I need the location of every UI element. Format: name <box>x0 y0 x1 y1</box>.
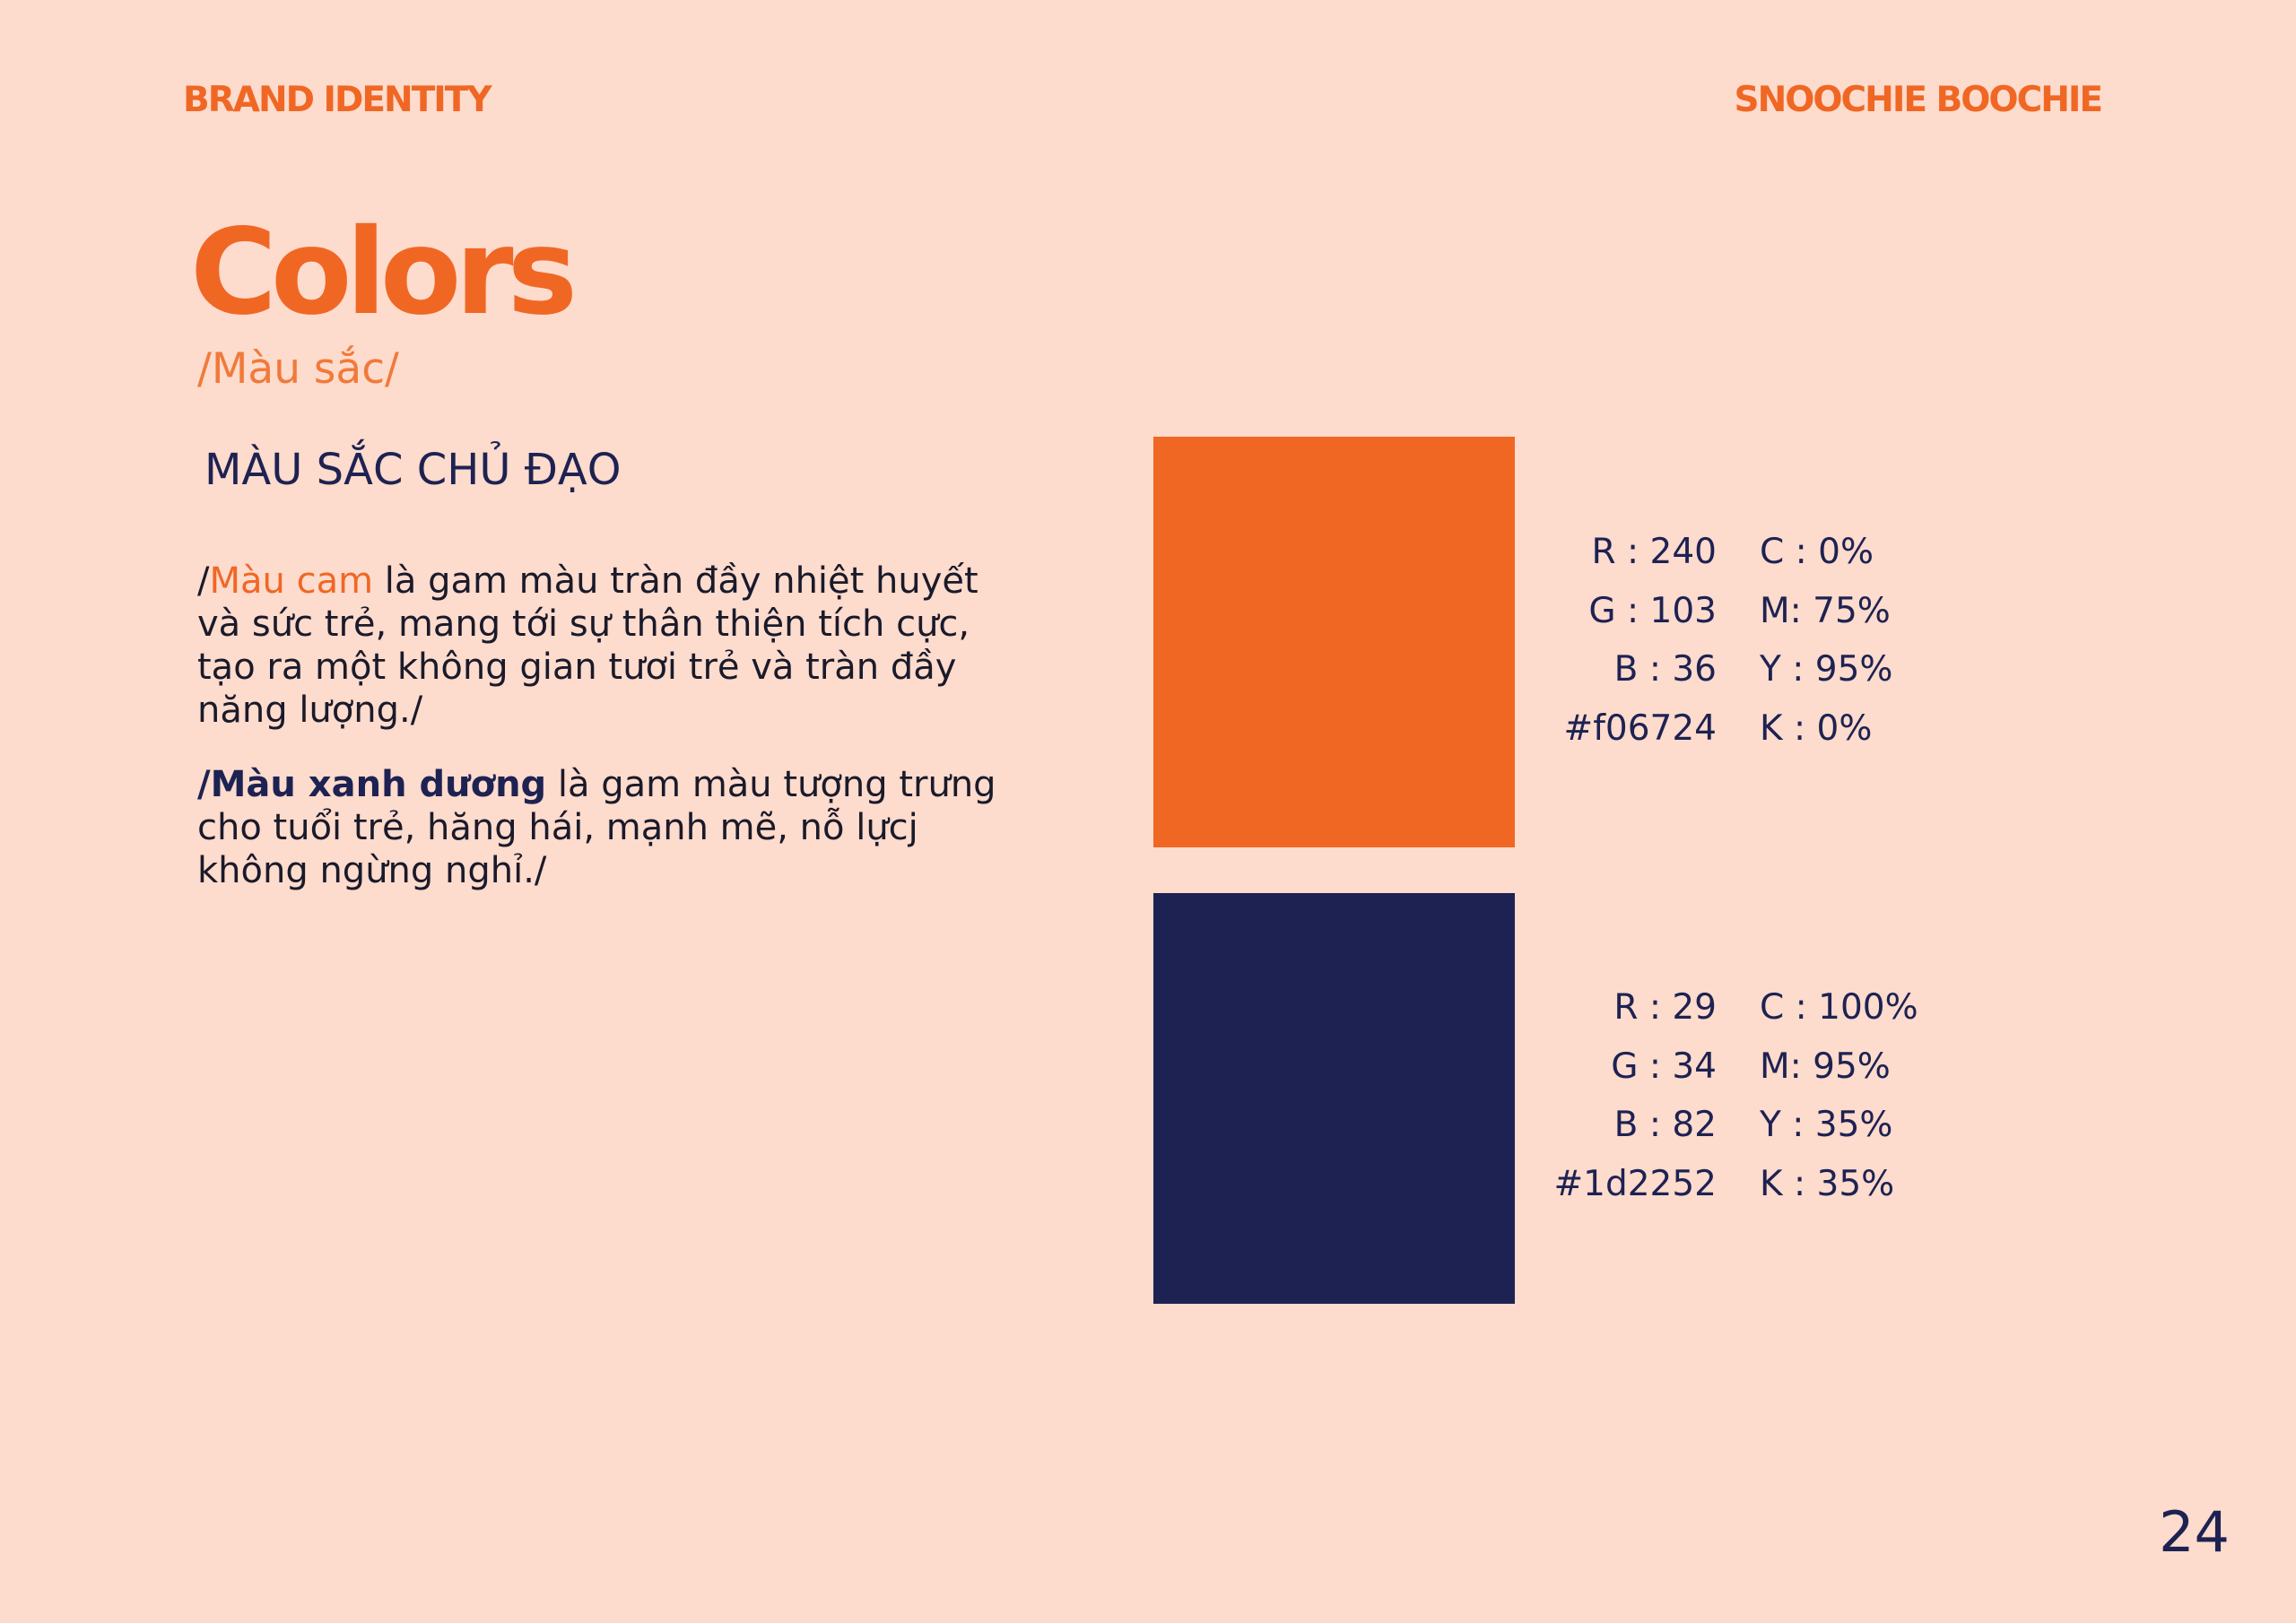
page-subtitle: /Màu sắc/ <box>197 344 399 394</box>
navy-k-value: K : 35% <box>1760 1163 1895 1204</box>
orange-y-value: Y : 95% <box>1760 649 1893 690</box>
blue-description-text: là gam màu tượng trưng cho tuổi trẻ, hăn… <box>197 764 996 891</box>
navy-r-value: R : 29 <box>1613 987 1717 1028</box>
navy-y-value: Y : 35% <box>1760 1105 1893 1145</box>
orange-color-name: Màu cam <box>209 560 374 602</box>
orange-m-value: M: 75% <box>1760 590 1891 631</box>
header-brand-identity: BRAND IDENTITY <box>183 80 492 120</box>
navy-cmyk-values: C : 100% M: 95% Y : 35% K : 35% <box>1760 978 1918 1213</box>
navy-b-value: B : 82 <box>1613 1105 1717 1145</box>
orange-c-value: C : 0% <box>1760 532 1874 572</box>
navy-color-swatch <box>1153 893 1515 1304</box>
blue-color-name: Màu xanh dương <box>210 764 547 805</box>
orange-b-value: B : 36 <box>1613 649 1717 690</box>
orange-description-text: là gam màu tràn đầy nhiệt huyết và sức t… <box>197 560 978 731</box>
blue-description-prefix: / <box>197 764 211 805</box>
navy-c-value: C : 100% <box>1760 987 1918 1028</box>
navy-m-value: M: 95% <box>1760 1046 1891 1087</box>
orange-color-swatch <box>1153 437 1515 847</box>
orange-rgb-values: R : 240 G : 103 B : 36 #f06724 <box>1564 523 1717 758</box>
orange-hex-value: #f06724 <box>1563 707 1717 749</box>
orange-r-value: R : 240 <box>1591 532 1717 572</box>
section-heading: MÀU SẮC CHỦ ĐẠO <box>204 445 622 495</box>
navy-rgb-values: R : 29 G : 34 B : 82 #1d2252 <box>1554 978 1718 1213</box>
orange-description: /Màu cam là gam màu tràn đầy nhiệt huyết… <box>197 560 1004 732</box>
orange-g-value: G : 103 <box>1588 590 1717 631</box>
page-title: Colors <box>190 204 578 342</box>
header-brand-name: SNOOCHIE BOOCHIE <box>1734 80 2103 120</box>
orange-cmyk-values: C : 0% M: 75% Y : 95% K : 0% <box>1760 523 1892 758</box>
navy-hex-value: #1d2252 <box>1553 1163 1718 1204</box>
orange-description-prefix: / <box>197 560 210 602</box>
blue-description: /Màu xanh dương là gam màu tượng trưng c… <box>197 763 1004 892</box>
navy-g-value: G : 34 <box>1611 1046 1717 1087</box>
page-number: 24 <box>2159 1499 2230 1565</box>
orange-k-value: K : 0% <box>1760 707 1873 749</box>
